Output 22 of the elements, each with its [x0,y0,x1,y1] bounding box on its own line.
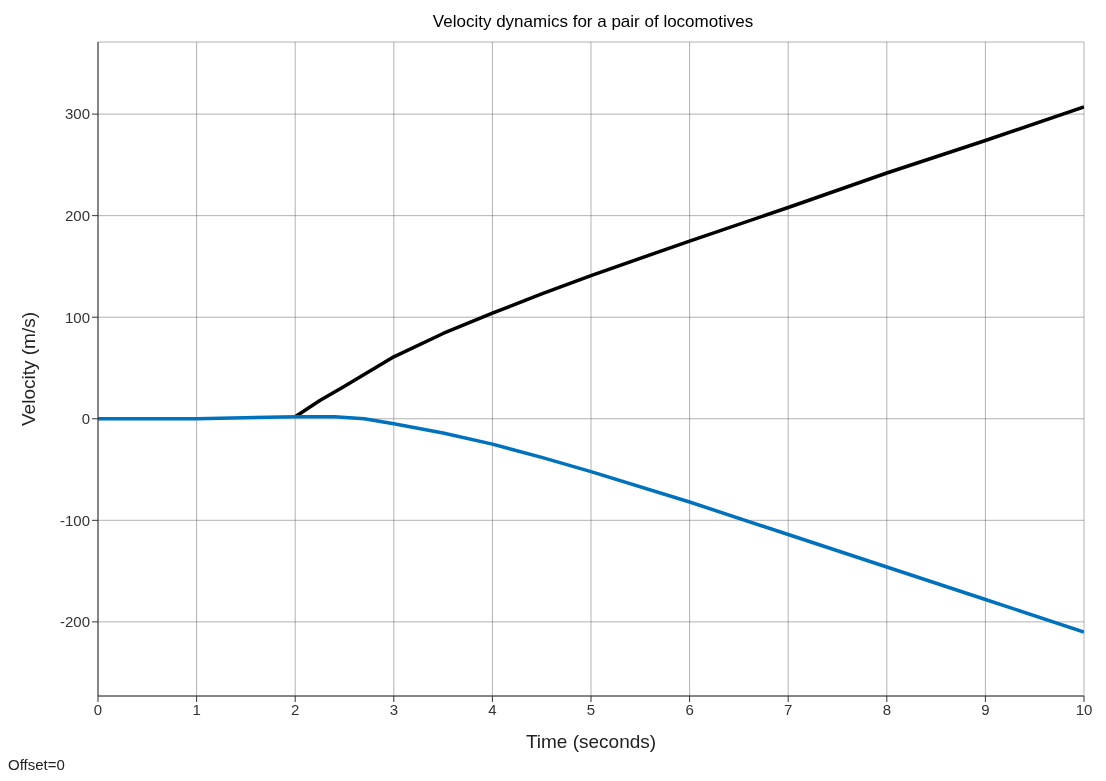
x-tick-label: 10 [1075,700,1093,718]
x-tick-label: 8 [882,700,891,718]
x-tick-label: 3 [389,700,398,718]
x-axis-title: Time (seconds) [525,731,657,752]
x-tick-label: 7 [784,700,793,718]
y-axis-title: Velocity (m/s) [17,311,39,427]
y-tick-label: 100 [64,308,90,326]
chart-title: Velocity dynamics for a pair of locomotives [431,11,755,33]
text: Offset=0 [8,756,65,773]
x-tick-label: 9 [981,700,990,718]
x-tick-label: 0 [93,700,103,718]
y-tick-label: 0 [81,410,90,428]
x-tick-label: 4 [488,700,497,718]
x-tick-label: 2 [291,700,300,718]
x-tick-label: 1 [192,700,201,718]
x-tick-label: 5 [586,700,596,718]
y-tick-label: -100 [59,511,90,529]
y-tick-label: -200 [59,613,90,631]
line-series [98,414,1084,634]
y-tick-label: 300 [64,105,90,123]
y-tick-label: 200 [64,206,90,224]
x-tick-label: 6 [685,700,694,718]
